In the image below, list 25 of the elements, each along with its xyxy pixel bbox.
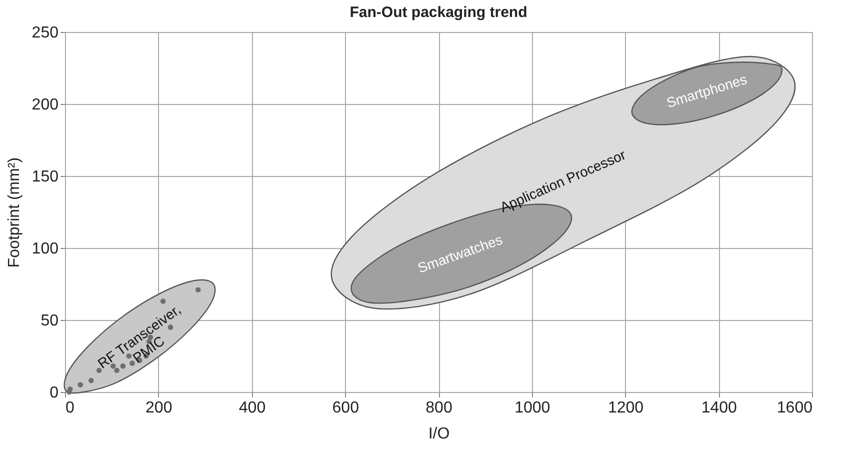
x-axis-title: I/O (428, 426, 450, 442)
y-axis-title: Footprint (mm²) (6, 157, 23, 268)
x-tick-label: 400 (238, 400, 266, 416)
point (114, 368, 120, 374)
x-tick-label: 0 (66, 400, 74, 416)
y-tick-label: 0 (50, 384, 59, 402)
point (160, 298, 166, 304)
y-tick-label: 100 (32, 240, 59, 258)
point (120, 363, 126, 369)
x-tick-label: 1200 (608, 400, 644, 416)
y-tick-label: 150 (32, 168, 59, 186)
point (195, 287, 201, 292)
point (88, 378, 94, 384)
y-tick-label: 200 (32, 96, 59, 114)
x-tick-label: 600 (332, 400, 360, 416)
x-tick-label: 1600 (776, 400, 813, 416)
y-tick-label: 250 (32, 24, 59, 42)
x-tick-label: 800 (426, 400, 452, 416)
x-tick-label: 200 (146, 400, 172, 416)
chart-title: Fan-Out packaging trend (350, 4, 528, 21)
y-tick-label: 50 (40, 312, 59, 330)
point (78, 382, 84, 388)
x-tick-label: 1400 (701, 400, 738, 416)
point (67, 386, 73, 392)
x-tick-label: 1000 (514, 400, 550, 416)
